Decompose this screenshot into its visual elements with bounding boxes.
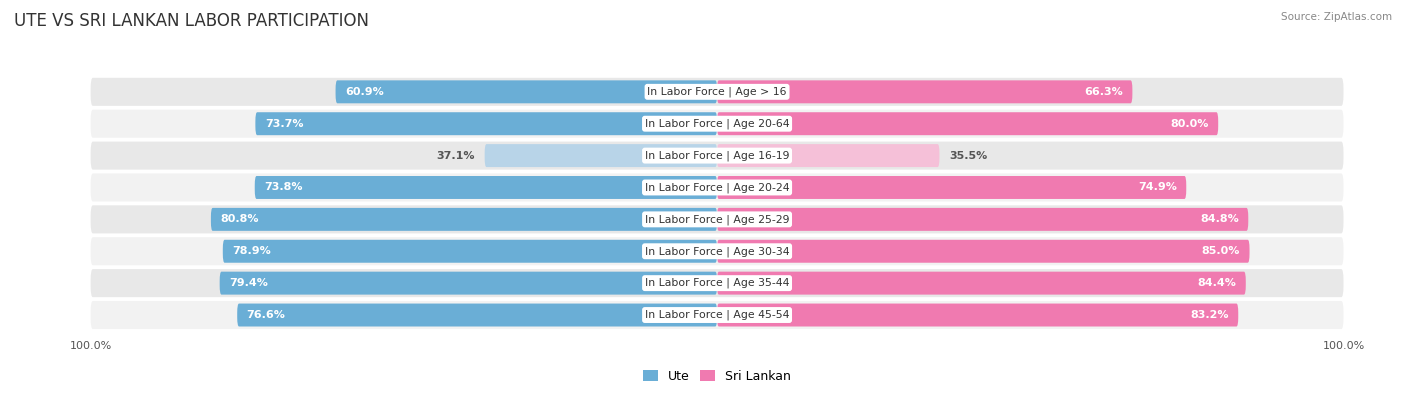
Text: UTE VS SRI LANKAN LABOR PARTICIPATION: UTE VS SRI LANKAN LABOR PARTICIPATION (14, 12, 368, 30)
FancyBboxPatch shape (90, 205, 1344, 233)
Text: 60.9%: 60.9% (344, 87, 384, 97)
FancyBboxPatch shape (222, 240, 717, 263)
FancyBboxPatch shape (717, 144, 939, 167)
FancyBboxPatch shape (717, 80, 1132, 103)
Text: In Labor Force | Age > 16: In Labor Force | Age > 16 (647, 87, 787, 97)
Text: In Labor Force | Age 30-34: In Labor Force | Age 30-34 (645, 246, 789, 256)
Text: 73.8%: 73.8% (264, 182, 302, 192)
Text: In Labor Force | Age 25-29: In Labor Force | Age 25-29 (645, 214, 789, 225)
FancyBboxPatch shape (717, 272, 1246, 295)
Text: In Labor Force | Age 35-44: In Labor Force | Age 35-44 (645, 278, 789, 288)
FancyBboxPatch shape (211, 208, 717, 231)
FancyBboxPatch shape (717, 240, 1250, 263)
FancyBboxPatch shape (90, 141, 1344, 169)
Text: 84.4%: 84.4% (1198, 278, 1236, 288)
Text: 74.9%: 74.9% (1137, 182, 1177, 192)
FancyBboxPatch shape (90, 269, 1344, 297)
FancyBboxPatch shape (90, 110, 1344, 138)
Text: Source: ZipAtlas.com: Source: ZipAtlas.com (1281, 12, 1392, 22)
FancyBboxPatch shape (90, 78, 1344, 106)
FancyBboxPatch shape (717, 112, 1218, 135)
FancyBboxPatch shape (717, 303, 1239, 327)
FancyBboxPatch shape (717, 208, 1249, 231)
Text: 79.4%: 79.4% (229, 278, 269, 288)
Text: 35.5%: 35.5% (949, 150, 987, 161)
FancyBboxPatch shape (90, 237, 1344, 265)
Text: In Labor Force | Age 20-24: In Labor Force | Age 20-24 (645, 182, 789, 193)
Text: 73.7%: 73.7% (264, 119, 304, 129)
Text: In Labor Force | Age 45-54: In Labor Force | Age 45-54 (645, 310, 789, 320)
FancyBboxPatch shape (336, 80, 717, 103)
Text: 76.6%: 76.6% (246, 310, 285, 320)
FancyBboxPatch shape (256, 112, 717, 135)
FancyBboxPatch shape (238, 303, 717, 327)
FancyBboxPatch shape (90, 301, 1344, 329)
Text: 80.8%: 80.8% (221, 214, 259, 224)
Text: 85.0%: 85.0% (1202, 246, 1240, 256)
Text: In Labor Force | Age 20-64: In Labor Force | Age 20-64 (645, 118, 789, 129)
Text: In Labor Force | Age 16-19: In Labor Force | Age 16-19 (645, 150, 789, 161)
Text: 37.1%: 37.1% (437, 150, 475, 161)
FancyBboxPatch shape (219, 272, 717, 295)
FancyBboxPatch shape (254, 176, 717, 199)
FancyBboxPatch shape (90, 173, 1344, 201)
Text: 66.3%: 66.3% (1084, 87, 1123, 97)
Text: 84.8%: 84.8% (1201, 214, 1239, 224)
FancyBboxPatch shape (717, 176, 1187, 199)
FancyBboxPatch shape (485, 144, 717, 167)
Text: 78.9%: 78.9% (232, 246, 271, 256)
Text: 80.0%: 80.0% (1170, 119, 1209, 129)
Text: 83.2%: 83.2% (1191, 310, 1229, 320)
Legend: Ute, Sri Lankan: Ute, Sri Lankan (638, 365, 796, 388)
